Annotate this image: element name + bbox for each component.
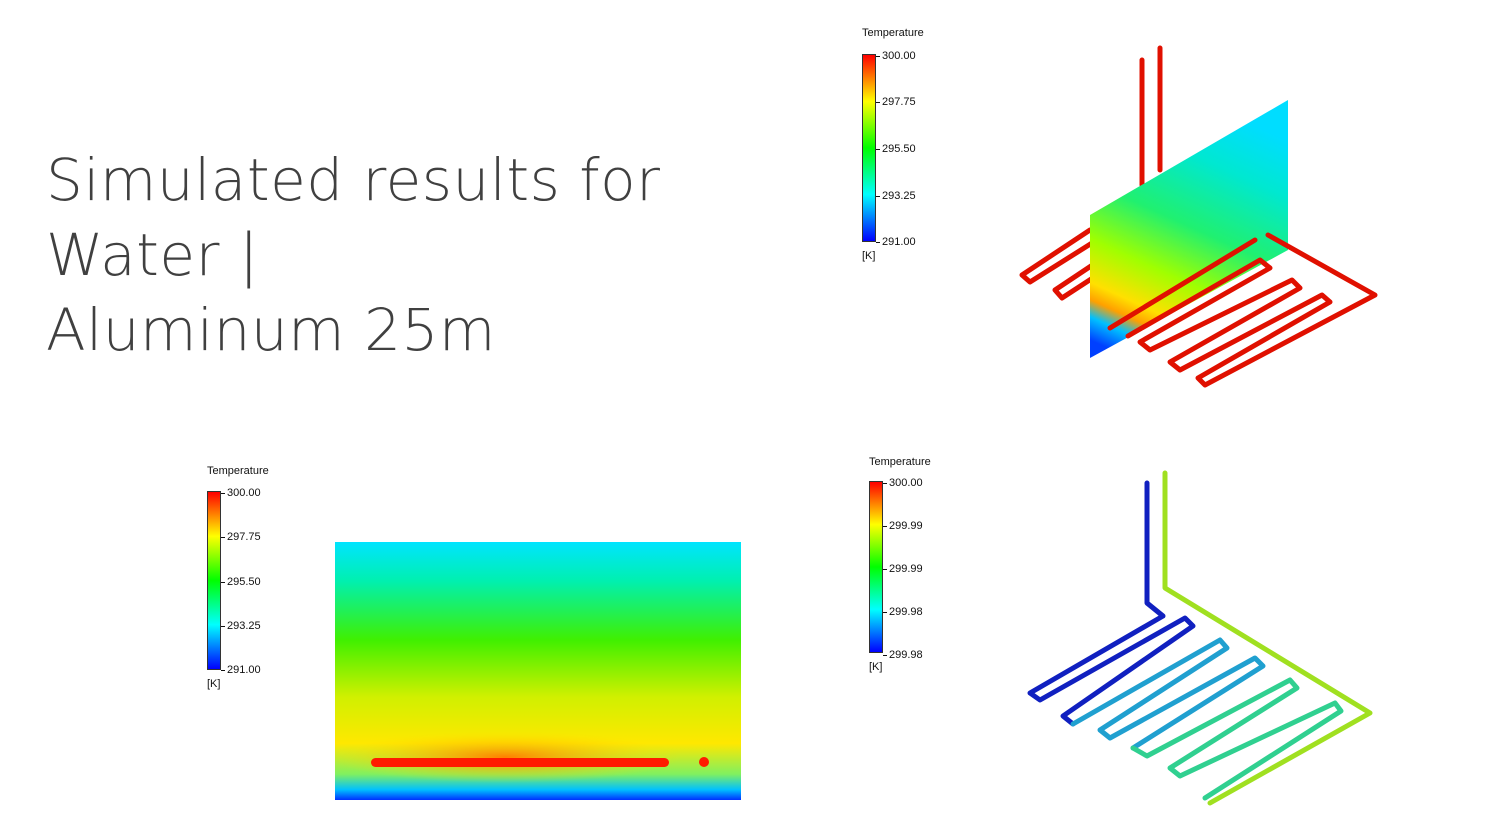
legend-tick: 291.00 (221, 664, 261, 676)
legend-tick: 300.00 (876, 50, 916, 62)
slide-title: Simulated results for Water | Aluminum 2… (46, 143, 826, 368)
legend-title: Temperature (207, 465, 269, 477)
temperature-legend-bottom-right: Temperature 300.00 299.99 299.99 299.98 … (869, 456, 949, 676)
pipe-outlet (1162, 470, 1373, 806)
pipe-section-dot (699, 757, 709, 767)
color-bar (862, 54, 876, 242)
legend-tick: 291.00 (876, 236, 916, 248)
pipe-3d-bottom (1027, 470, 1373, 806)
color-bar (869, 481, 883, 653)
legend-title: Temperature (869, 456, 931, 468)
legend-tick: 295.50 (876, 143, 916, 155)
contour-3d-top (1019, 45, 1378, 388)
legend-tick: 297.75 (876, 96, 916, 108)
contour-2d-section (335, 542, 741, 800)
section-plane (1090, 100, 1288, 358)
legend-tick: 293.25 (876, 190, 916, 202)
legend-unit: [K] (862, 250, 876, 262)
legend-tick: 299.99 (883, 520, 923, 532)
pipe-end (1130, 677, 1344, 801)
color-bar (207, 491, 221, 670)
legend-tick: 295.50 (221, 576, 261, 588)
legend-unit: [K] (207, 678, 221, 690)
legend-tick: 299.98 (883, 606, 923, 618)
pipe-inlet (1027, 480, 1196, 727)
temperature-legend-top: Temperature 300.00 297.75 295.50 293.25 … (862, 27, 942, 267)
pipe-mid (1070, 637, 1266, 751)
legend-tick: 299.99 (883, 563, 923, 575)
warm-zone (335, 731, 680, 783)
legend-tick: 293.25 (221, 620, 261, 632)
legend-title: Temperature (862, 27, 924, 39)
legend-unit: [K] (869, 661, 883, 673)
slide-title-line1: Simulated results for Water | (46, 146, 661, 289)
legend-tick: 299.98 (883, 649, 923, 661)
legend-tick: 297.75 (221, 531, 261, 543)
temperature-legend-bottom-left: Temperature 300.00 297.75 295.50 293.25 … (207, 465, 287, 695)
faint-watermark (600, 417, 890, 431)
pipe-section-hot (371, 758, 669, 767)
serpentine-pipe-front (1107, 232, 1378, 388)
legend-tick: 300.00 (221, 487, 261, 499)
legend-tick: 300.00 (883, 477, 923, 489)
serpentine-pipe-back (1019, 45, 1163, 301)
slide-title-line2: Aluminum 25m (46, 296, 496, 364)
